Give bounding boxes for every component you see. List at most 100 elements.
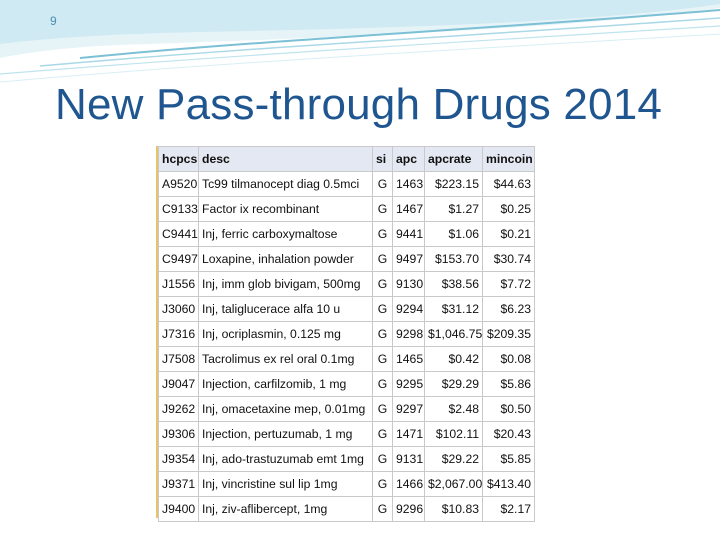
si-cell: G (372, 496, 393, 522)
table-row: J9400 Inj, ziv-aflibercept, 1mg G 9296 $10.8… (158, 496, 535, 522)
table-row: J9047 Injection, carfilzomib, 1 mg G 9295 $2… (158, 371, 535, 397)
desc-cell: Tacrolimus ex rel oral 0.1mg (198, 346, 373, 372)
apcrate-cell: $1.06 (424, 221, 483, 247)
apcrate-cell: $2.48 (424, 396, 483, 422)
desc-cell: Inj, ocriplasmin, 0.125 mg (198, 321, 373, 347)
si-cell: G (372, 421, 393, 447)
table-header-row: hcpcs desc si apc apcrate mincoin (158, 146, 535, 172)
hcpcs-cell: J7316 (158, 321, 199, 347)
apc-cell: 1465 (392, 346, 425, 372)
desc-cell: Inj, ferric carboxymaltose (198, 221, 373, 247)
slide-title: New Pass-through Drugs 2014 (55, 80, 663, 129)
hcpcs-cell: J9371 (158, 471, 199, 497)
mincoin-cell: $0.21 (482, 221, 535, 247)
mincoin-cell: $5.85 (482, 446, 535, 472)
hcpcs-cell: J3060 (158, 296, 199, 322)
mincoin-cell: $6.23 (482, 296, 535, 322)
apc-cell: 9295 (392, 371, 425, 397)
hcpcs-cell: J1556 (158, 271, 199, 297)
apcrate-cell: $1.27 (424, 196, 483, 222)
desc-cell: Inj, omacetaxine mep, 0.01mg (198, 396, 373, 422)
table-row: J9371 Inj, vincristine sul lip 1mg G 1466 $2… (158, 471, 535, 497)
apc-cell: 9130 (392, 271, 425, 297)
apcrate-cell: $102.11 (424, 421, 483, 447)
si-cell: G (372, 396, 393, 422)
column-header: mincoin (482, 146, 535, 172)
apc-cell: 9441 (392, 221, 425, 247)
table-row: J1556 Inj, imm glob bivigam, 500mg G 9130 $3… (158, 271, 535, 297)
si-cell: G (372, 221, 393, 247)
apcrate-cell: $2,067.00 (424, 471, 483, 497)
apc-cell: 1471 (392, 421, 425, 447)
table-row: C9497 Loxapine, inhalation powder G 9497 $15… (158, 246, 535, 272)
column-header: si (372, 146, 393, 172)
table-row: C9133 Factor ix recombinant G 1467 $1.27 $0.2… (158, 196, 535, 222)
column-header: desc (198, 146, 373, 172)
table-row: J9262 Inj, omacetaxine mep, 0.01mg G 9297 $2… (158, 396, 535, 422)
apc-cell: 9131 (392, 446, 425, 472)
si-cell: G (372, 196, 393, 222)
mincoin-cell: $413.40 (482, 471, 535, 497)
hcpcs-cell: J9262 (158, 396, 199, 422)
desc-cell: Factor ix recombinant (198, 196, 373, 222)
column-header: apcrate (424, 146, 483, 172)
pass-through-drugs-table: hcpcs desc si apc apcrate mincoin A9520 T… (158, 146, 535, 522)
apcrate-cell: $223.15 (424, 171, 483, 197)
apcrate-cell: $31.12 (424, 296, 483, 322)
apc-cell: 9294 (392, 296, 425, 322)
apcrate-cell: $10.83 (424, 496, 483, 522)
si-cell: G (372, 371, 393, 397)
apcrate-cell: $38.56 (424, 271, 483, 297)
desc-cell: Inj, imm glob bivigam, 500mg (198, 271, 373, 297)
si-cell: G (372, 246, 393, 272)
apc-cell: 1466 (392, 471, 425, 497)
si-cell: G (372, 296, 393, 322)
apc-cell: 9497 (392, 246, 425, 272)
mincoin-cell: $0.08 (482, 346, 535, 372)
apcrate-cell: $0.42 (424, 346, 483, 372)
apc-cell: 1467 (392, 196, 425, 222)
desc-cell: Tc99 tilmanocept diag 0.5mci (198, 171, 373, 197)
hcpcs-cell: J9306 (158, 421, 199, 447)
desc-cell: Inj, ado-trastuzumab emt 1mg (198, 446, 373, 472)
hcpcs-cell: C9497 (158, 246, 199, 272)
hcpcs-cell: C9441 (158, 221, 199, 247)
apcrate-cell: $29.29 (424, 371, 483, 397)
desc-cell: Inj, vincristine sul lip 1mg (198, 471, 373, 497)
mincoin-cell: $20.43 (482, 421, 535, 447)
mincoin-cell: $44.63 (482, 171, 535, 197)
si-cell: G (372, 321, 393, 347)
desc-cell: Loxapine, inhalation powder (198, 246, 373, 272)
table-row: J7508 Tacrolimus ex rel oral 0.1mg G 1465 $0… (158, 346, 535, 372)
hcpcs-cell: J9354 (158, 446, 199, 472)
table-row: C9441 Inj, ferric carboxymaltose G 9441 $1.0… (158, 221, 535, 247)
column-header: hcpcs (158, 146, 199, 172)
desc-cell: Inj, ziv-aflibercept, 1mg (198, 496, 373, 522)
header-swoosh-decoration (0, 0, 720, 83)
apcrate-cell: $153.70 (424, 246, 483, 272)
si-cell: G (372, 171, 393, 197)
si-cell: G (372, 471, 393, 497)
si-cell: G (372, 446, 393, 472)
desc-cell: Injection, pertuzumab, 1 mg (198, 421, 373, 447)
drug-table-container: hcpcs desc si apc apcrate mincoin A9520 T… (156, 146, 536, 522)
mincoin-cell: $0.25 (482, 196, 535, 222)
mincoin-cell: $30.74 (482, 246, 535, 272)
apcrate-cell: $1,046.75 (424, 321, 483, 347)
apc-cell: 1463 (392, 171, 425, 197)
apc-cell: 9296 (392, 496, 425, 522)
hcpcs-cell: J9400 (158, 496, 199, 522)
apcrate-cell: $29.22 (424, 446, 483, 472)
si-cell: G (372, 271, 393, 297)
table-row: J9306 Injection, pertuzumab, 1 mg G 1471 $10… (158, 421, 535, 447)
column-header: apc (392, 146, 425, 172)
hcpcs-cell: A9520 (158, 171, 199, 197)
table-row: J9354 Inj, ado-trastuzumab emt 1mg G 9131 $2… (158, 446, 535, 472)
mincoin-cell: $7.72 (482, 271, 535, 297)
mincoin-cell: $0.50 (482, 396, 535, 422)
apc-cell: 9298 (392, 321, 425, 347)
desc-cell: Inj, taliglucerace alfa 10 u (198, 296, 373, 322)
table-row: J7316 Inj, ocriplasmin, 0.125 mg G 9298 $1,0… (158, 321, 535, 347)
table-row: A9520 Tc99 tilmanocept diag 0.5mci G 1463 $2… (158, 171, 535, 197)
apc-cell: 9297 (392, 396, 425, 422)
